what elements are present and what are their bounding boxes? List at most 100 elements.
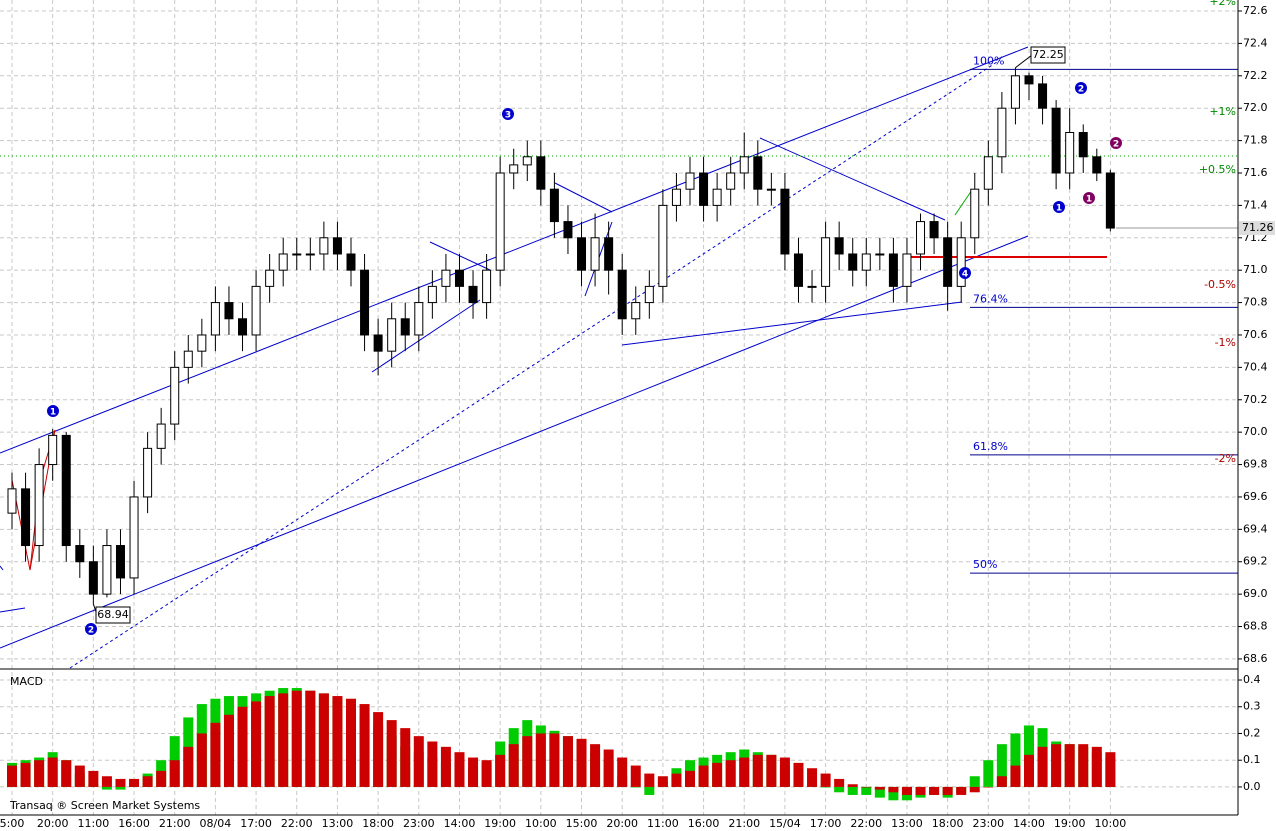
candle-body: [1105, 172, 1115, 229]
candle-body: [739, 156, 749, 174]
x-tick-label: 10:00: [525, 817, 557, 830]
macd-bar: [522, 736, 533, 787]
candle-body: [251, 285, 261, 336]
macd-bar: [779, 757, 790, 787]
candle-body: [997, 107, 1007, 158]
candle-body: [183, 350, 193, 368]
fib-label: 76.4%: [973, 292, 1008, 305]
footer: Transaq ® Screen Market Systems: [9, 799, 200, 812]
macd-bar: [983, 786, 994, 788]
x-tick-label: 20:00: [37, 817, 69, 830]
candle-body: [495, 172, 505, 271]
y-tick-label: 0.4: [1243, 673, 1261, 686]
macd-bar: [115, 778, 126, 787]
macd-bar: [603, 749, 614, 787]
macd-bar: [210, 722, 221, 787]
candle-body: [644, 285, 654, 304]
macd-bar: [169, 760, 180, 787]
macd-bar: [807, 768, 818, 787]
macd-bar: [874, 786, 885, 798]
candle-body: [143, 447, 153, 498]
macd-bar: [942, 786, 953, 795]
trend-line: [554, 182, 613, 213]
macd-bar: [996, 744, 1007, 787]
x-tick-label: 17:00: [240, 817, 272, 830]
x-tick-label: 14:00: [444, 817, 476, 830]
macd-bar: [1091, 746, 1102, 787]
macd-bar: [915, 786, 926, 795]
candle-body: [238, 318, 248, 336]
wave-label: 1: [1086, 195, 1092, 205]
macd-bar: [264, 696, 275, 787]
candle-body: [400, 318, 410, 336]
fib-label: 50%: [973, 558, 997, 571]
x-tick-label: 22:00: [850, 817, 882, 830]
macd-bar: [34, 760, 45, 787]
percent-label: -0.5%: [1204, 278, 1236, 291]
wave-marker: [1083, 192, 1095, 204]
candle-body: [617, 269, 627, 320]
candle-body: [278, 253, 288, 271]
candle-body: [305, 253, 315, 256]
candle-body: [265, 269, 275, 287]
y-tick-label: 70.4: [1243, 360, 1268, 373]
x-tick-label: 21:00: [728, 817, 760, 830]
macd-bar: [576, 738, 587, 787]
wave-marker: [959, 267, 971, 279]
macd-bar: [820, 786, 831, 788]
y-tick-label: 70.2: [1243, 393, 1268, 406]
percent-label: +1%: [1209, 105, 1236, 118]
candle-body: [549, 188, 559, 223]
y-tick-label: 71.6: [1243, 166, 1268, 179]
y-tick-label: 0.2: [1243, 726, 1261, 739]
candle-body: [834, 237, 844, 255]
macd-bar: [549, 733, 560, 787]
candle-body: [671, 188, 681, 206]
dotted-trend: [69, 59, 1001, 669]
y-tick-label: 69.4: [1243, 522, 1268, 535]
candle-body: [821, 237, 831, 287]
macd-bar: [400, 728, 411, 787]
macd-bar: [359, 704, 370, 787]
macd-bar: [129, 778, 140, 787]
candle-body: [197, 334, 207, 352]
macd-bar: [901, 786, 912, 795]
y-tick-label: 71.8: [1243, 134, 1268, 147]
x-tick-label: 13:00: [891, 817, 923, 830]
macd-bar: [1037, 746, 1048, 787]
macd-bar: [644, 773, 655, 787]
x-tick-label: 19:00: [1054, 817, 1086, 830]
x-tick-label: 22:00: [281, 817, 313, 830]
red-zigzag: [11, 429, 56, 571]
x-tick-label: 14:00: [1013, 817, 1045, 830]
x-tick-label: 11:00: [647, 817, 679, 830]
macd-bar: [88, 770, 99, 787]
y-tick-label: 70.0: [1243, 425, 1268, 438]
high-label-box: [1030, 46, 1066, 64]
macd-bar: [156, 770, 167, 787]
macd-bar: [101, 786, 112, 790]
macd-bar: [183, 746, 194, 787]
macd-bar: [373, 712, 384, 787]
macd-bar: [888, 786, 899, 793]
percent-label: -2%: [1215, 452, 1236, 465]
x-tick-label: 15/04: [769, 817, 801, 830]
macd-bar: [671, 773, 682, 787]
candle-body: [1051, 107, 1061, 174]
macd-bar: [495, 754, 506, 787]
macd-bar: [1078, 744, 1089, 787]
x-tick-label: 13:00: [322, 817, 354, 830]
candle-body: [319, 237, 329, 255]
candle-body: [129, 496, 139, 579]
macd-bar: [454, 752, 465, 787]
candle-body: [916, 221, 926, 255]
macd-bar: [535, 733, 546, 787]
x-tick-label: 19:00: [484, 817, 516, 830]
wave-label: 4: [962, 270, 968, 280]
percent-label: +2%: [1209, 0, 1236, 8]
candle-body: [1024, 75, 1034, 85]
x-tick-label: 23:00: [972, 817, 1004, 830]
macd-bar: [237, 706, 248, 787]
macd-bar: [630, 765, 641, 787]
